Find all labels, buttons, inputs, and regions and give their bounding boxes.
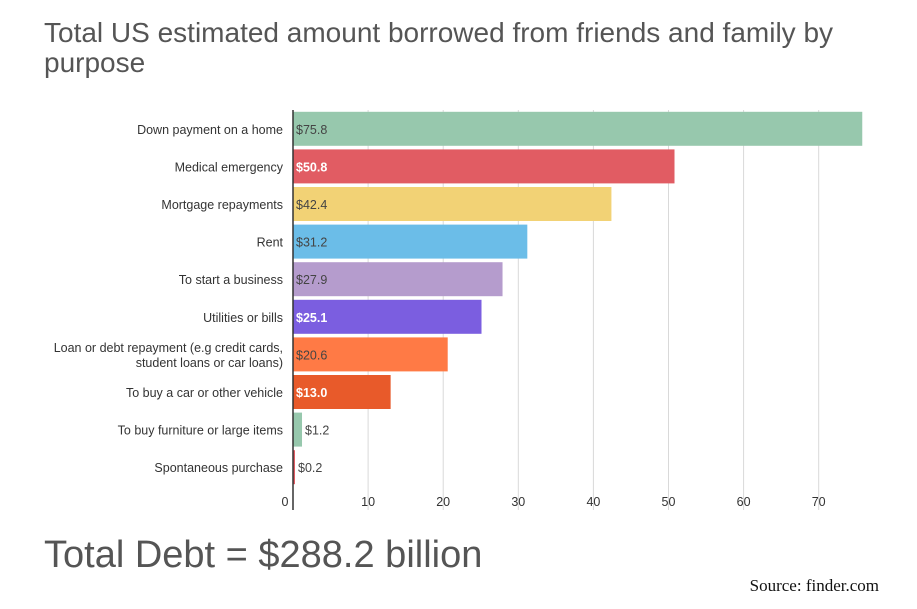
data-label: $75.8 (296, 123, 327, 137)
bar (293, 224, 528, 259)
data-label: $1.2 (305, 424, 329, 438)
category-label: Utilities or bills (203, 311, 283, 325)
data-label: $25.1 (296, 311, 327, 325)
source-text: Source: finder.com (749, 576, 879, 595)
data-label: $20.6 (296, 348, 327, 362)
bar (293, 187, 612, 221)
bar (293, 337, 448, 372)
bar (293, 299, 482, 334)
category-label: To buy furniture or large items (118, 424, 283, 438)
chart-title: Total US estimated amount borrowed from … (44, 17, 834, 78)
data-label: $31.2 (296, 236, 327, 250)
bar (293, 412, 303, 447)
data-label: $0.2 (298, 461, 322, 475)
data-label: $50.8 (296, 160, 327, 174)
category-label: Medical emergency (175, 160, 284, 174)
data-label: $27.9 (296, 273, 327, 287)
category-label: To start a business (179, 273, 283, 287)
bar-chart: $75.8 Down payment on a home $50.8 Medical … (54, 110, 863, 510)
data-label: $13.0 (296, 386, 327, 400)
category-label: Mortgage repayments (161, 198, 283, 212)
x-tick-label: 60 (737, 495, 751, 509)
category-label: Rent (257, 236, 284, 250)
bar (293, 149, 675, 184)
x-tick-label: 70 (812, 495, 826, 509)
bar (293, 450, 295, 485)
x-tick-label: 20 (436, 495, 450, 509)
x-tick-label: 30 (511, 495, 525, 509)
bar (293, 111, 863, 146)
category-label: Loan or debt repayment (e.g credit cards… (54, 341, 283, 355)
data-label: $42.4 (296, 198, 327, 212)
bar (293, 262, 503, 297)
x-tick-label: 0 (282, 495, 289, 509)
category-label: To buy a car or other vehicle (126, 386, 283, 400)
x-tick-label: 10 (361, 495, 375, 509)
bar (293, 375, 391, 409)
x-tick-label: 40 (586, 495, 600, 509)
category-label: Down payment on a home (137, 123, 283, 137)
category-label: Spontaneous purchase (154, 461, 283, 475)
category-label: student loans or car loans) (136, 356, 283, 370)
x-tick-label: 50 (662, 495, 676, 509)
total-debt-text: Total Debt = $288.2 billion (44, 534, 483, 576)
